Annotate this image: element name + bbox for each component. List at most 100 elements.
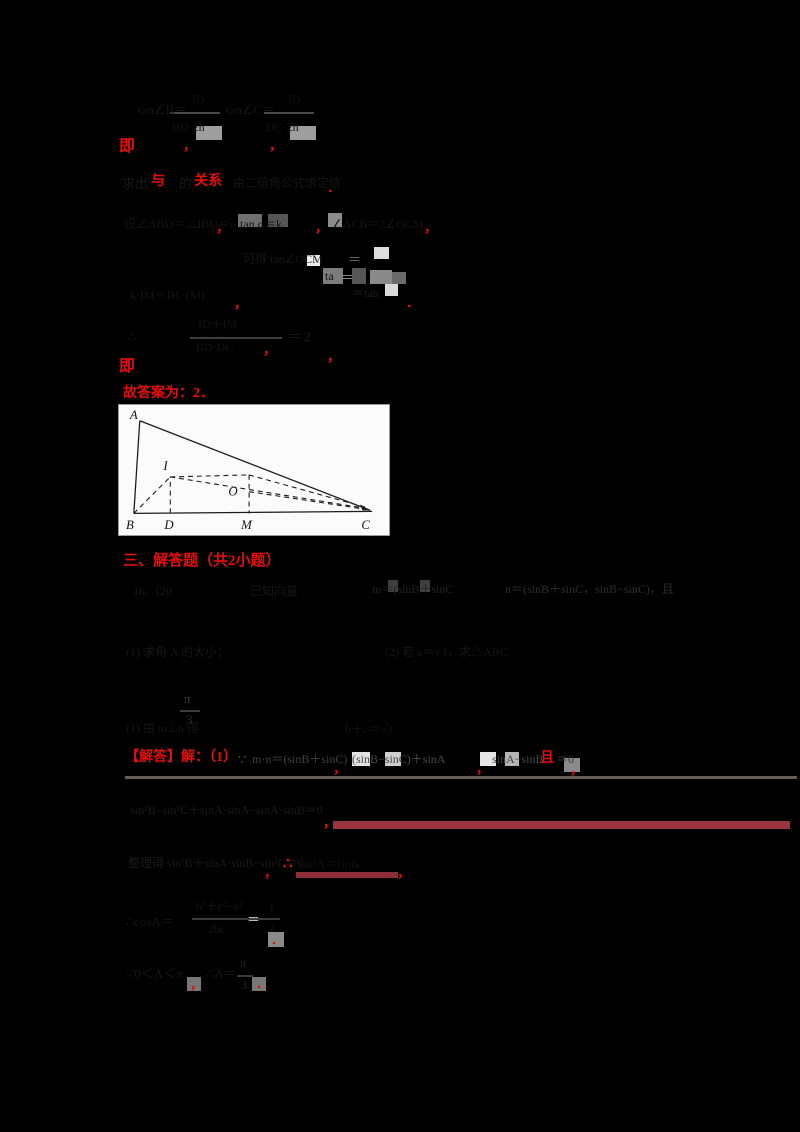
hl-box-q16-1 <box>388 580 398 592</box>
line3-comma1: ， <box>216 220 230 235</box>
mid3-r: ＝tan <box>352 286 379 300</box>
red-block-2: 即 <box>119 358 136 375</box>
line2-c: 由二倍角公式求定值 <box>233 176 342 190</box>
sol-m3: (sinB−sinC)＋sinA <box>352 752 446 766</box>
line2-dot: ． <box>327 180 341 195</box>
hl-box-sol-w2 <box>385 752 401 766</box>
line3-a: 设∠ABD＝∠IBD＝α <box>124 217 237 231</box>
line2-a: 求出 <box>122 176 149 191</box>
simplify-hl: sin²A＝sinB <box>299 857 360 871</box>
blk2-num: ID＋IM <box>198 317 238 331</box>
line2-red1: 与 <box>151 174 165 189</box>
hl-box-sol-w3 <box>480 752 496 766</box>
sol-m4: sinA−sinB <box>492 752 544 766</box>
frac2-bar <box>264 112 314 114</box>
cos-frac-bar <box>192 918 270 920</box>
hl-box-mid1-w1 <box>307 255 320 266</box>
frac2-lhs: tan∠C＝ <box>226 102 276 117</box>
cos-lhs: ∴cosA＝ <box>126 914 174 929</box>
final-pi: π <box>240 956 247 970</box>
line3-comma2: ， <box>315 220 329 235</box>
label-I: I <box>162 459 168 473</box>
hl-box-sol-g1 <box>564 758 580 772</box>
final-dot: ． <box>256 976 270 991</box>
label-D: D <box>163 518 174 532</box>
hl-box-mid2-g3 <box>370 270 392 284</box>
arrowhead-at-C <box>360 504 371 511</box>
q16-d: n＝(sinB＋sinC，sinB−sinC)，且 <box>505 582 674 596</box>
final-pi3-bar <box>237 975 253 977</box>
half-frac-bar <box>266 918 280 920</box>
q16-sub1: (1) 求角 A 的大小； <box>126 645 229 659</box>
label-A: A <box>129 408 138 422</box>
hl-box-frac1-den <box>196 126 222 140</box>
frac2-num: ID <box>288 92 301 106</box>
hl-box-mid1-w2 <box>374 247 389 259</box>
simplify-comma2: ， <box>397 865 411 880</box>
mid3-comma: ， <box>234 296 248 311</box>
triangle-solid-lines <box>133 420 373 514</box>
hl-box-mid2-g1 <box>323 268 343 284</box>
frac1-bar <box>170 112 220 114</box>
mid3-lhs: k·IM＝IH−(M) <box>130 288 205 302</box>
answer-line: 故答案为：2． <box>123 386 214 401</box>
sol-comma2: ， <box>476 761 490 776</box>
line2-b: 的 <box>179 176 193 191</box>
blk2-comma1: ， <box>263 342 277 357</box>
half-num: 1 <box>269 903 275 915</box>
hl-box-mid3-w <box>385 284 398 296</box>
sol-m1: ∵ <box>238 752 247 767</box>
full-underline <box>125 776 797 779</box>
frac1-lhs: tan∠B＝ <box>138 102 188 117</box>
final-3: 3 <box>241 978 247 992</box>
cos-eq: ＝ <box>247 912 261 927</box>
triangle-dashed-lines <box>133 474 367 514</box>
frac2-den: DC·2h <box>266 120 299 134</box>
sol-red-qie: 且 <box>540 751 554 766</box>
half-den: 2 <box>269 923 275 935</box>
blk2-eq: ＝ 2 <box>288 329 311 344</box>
label-C: C <box>361 518 370 532</box>
hl-box-final-dot <box>252 977 266 991</box>
maroon-highlight-bar <box>333 821 790 829</box>
frac2-comma: ， <box>269 138 283 153</box>
q16-c: m＝(sinB＋sinC <box>372 582 454 596</box>
expand-comma: ， <box>323 815 337 830</box>
mid3-dot: ． <box>406 295 420 310</box>
mid1-eq: ＝ <box>348 252 362 267</box>
line3-c: ∠ACB＝2∠OCM <box>332 217 424 231</box>
hl-box-mid2-g2 <box>352 268 366 284</box>
hl-box-final-comma <box>187 977 201 991</box>
line3-b: tan α＝k <box>240 217 282 231</box>
pi-num: π <box>184 691 191 706</box>
blk2-den: BD·DC <box>196 340 234 354</box>
simplify-comma1: ， <box>264 865 278 880</box>
hl-box-cos-dot <box>268 932 284 947</box>
expand-line: sin²B−sin²C＋sinA·sinA−sinA·sinB＝0 <box>130 803 323 817</box>
frac1-comma: ， <box>183 138 197 153</box>
pi3-bar <box>180 710 200 712</box>
sol-comma1: ， <box>333 761 347 776</box>
mid2-tan: ta <box>325 269 334 283</box>
hl-box-line3-b2 <box>268 214 288 227</box>
maroon-underline-small <box>296 872 398 878</box>
triangle-diagram: A B C D M I O <box>118 404 390 536</box>
line3-comma3: ， <box>424 220 438 235</box>
final-comma: ， <box>190 977 204 992</box>
simplify-line: 整理得 sin²B＋sinA·sinB−sin²C＝0 <box>128 856 304 870</box>
cos-den: 2bc <box>208 922 226 936</box>
sol-m2: m·n＝(sinB＋sinC) <box>252 752 348 766</box>
hint-b: b＋c＝√3 <box>345 722 393 736</box>
simplify-red-therefore: ∴ <box>283 856 293 872</box>
hl-box-sol-w1 <box>352 752 370 766</box>
q16-a: 16.（20 <box>133 584 173 598</box>
cos-num: b²＋c²−a² <box>196 899 243 913</box>
solution-heading: 【解答】解：（1） <box>125 750 237 765</box>
mid2-eq: ＝ <box>341 270 355 285</box>
mid1-lhs: 可得 tan∠OCM <box>243 252 323 266</box>
cos-dot: ． <box>271 932 285 947</box>
section-heading: 三、解答题（共2小题） <box>123 553 281 569</box>
final-b: ∴A＝ <box>206 966 237 981</box>
sol-comma3: ， <box>570 762 584 777</box>
blk2-pre: ∴ <box>128 329 137 344</box>
